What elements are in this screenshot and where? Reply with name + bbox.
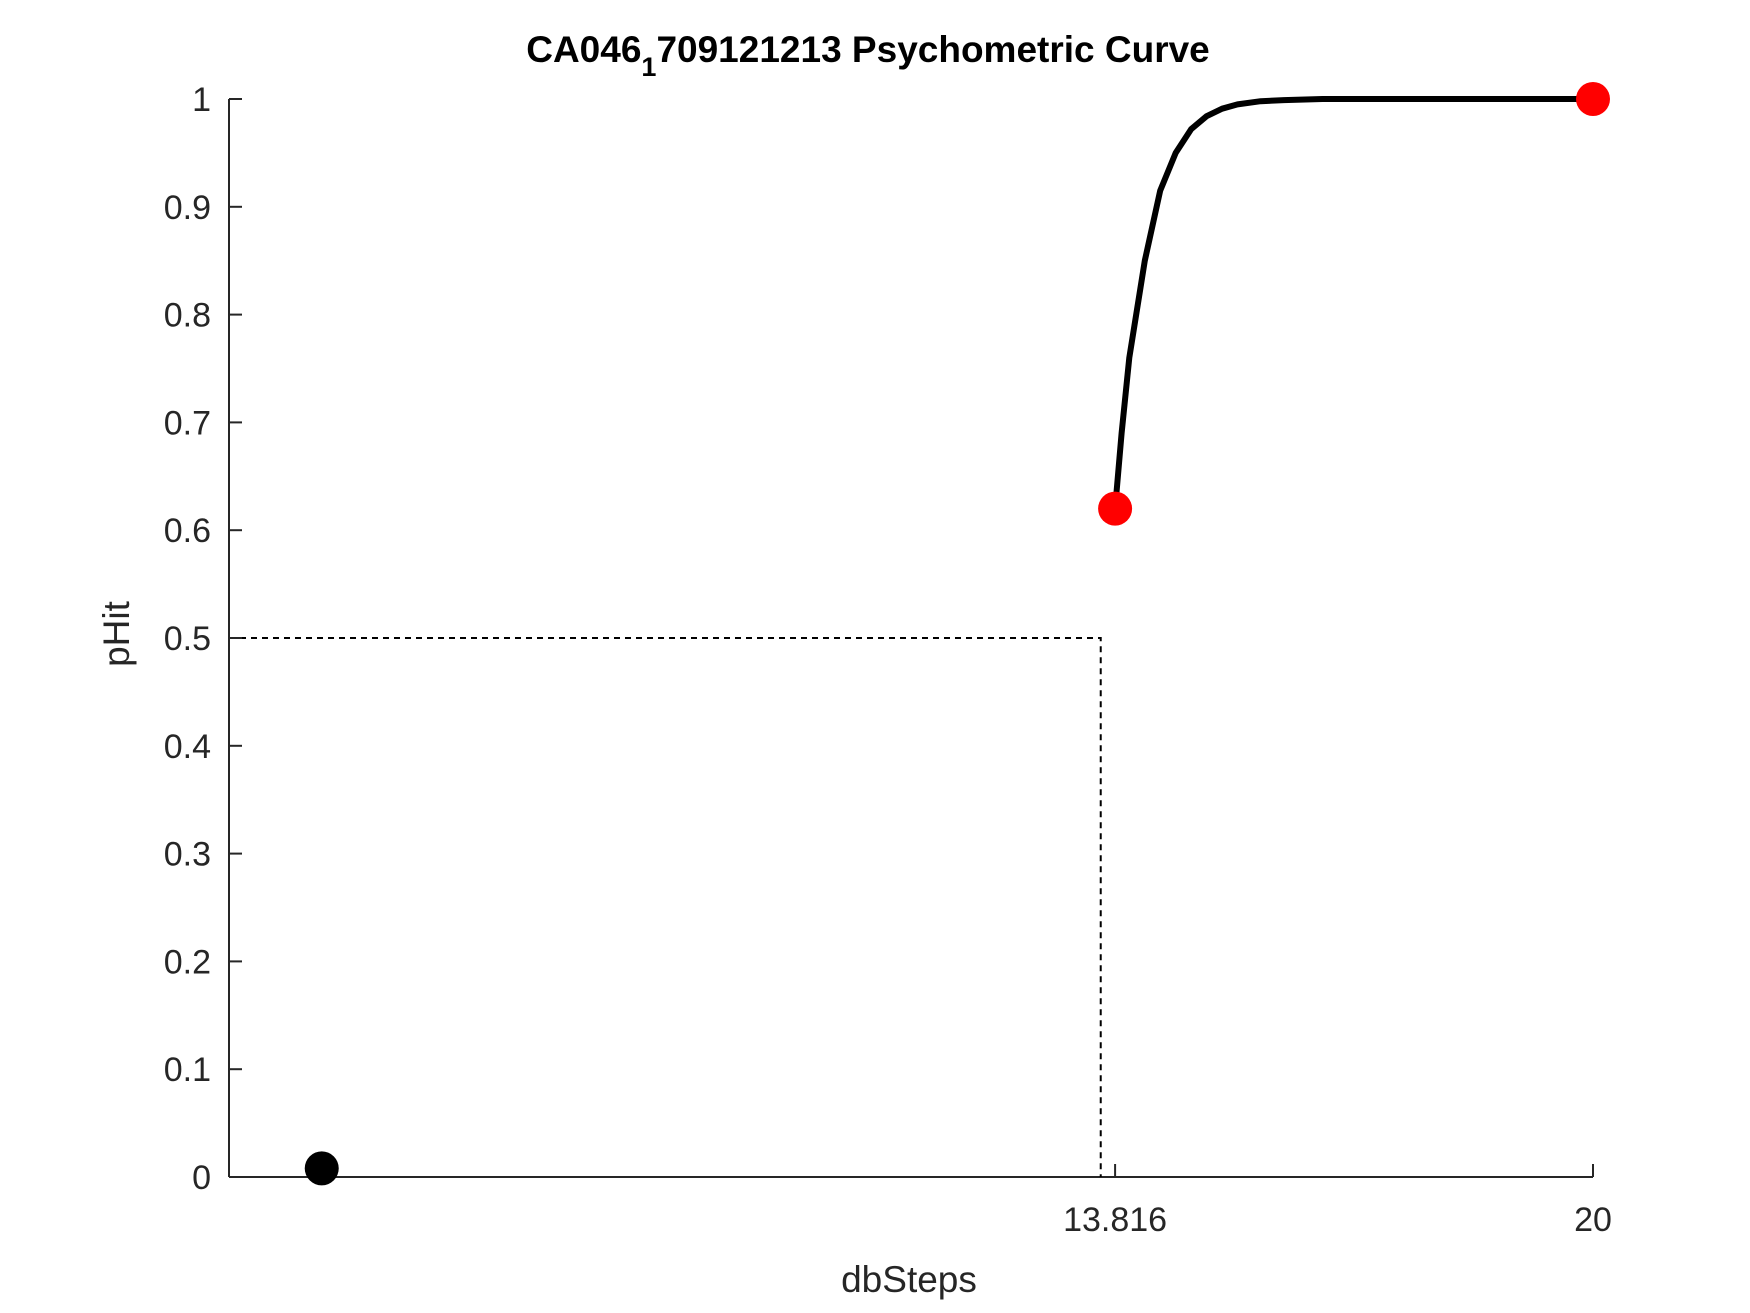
y-tick-label: 0 — [192, 1159, 211, 1197]
data-point — [304, 1151, 339, 1186]
y-tick-label: 0.5 — [164, 620, 211, 658]
y-tick-label: 0.3 — [164, 836, 211, 874]
y-tick-label: 1 — [192, 81, 211, 119]
x-axis-label: dbSteps — [841, 1259, 977, 1300]
y-tick-label: 0.4 — [164, 728, 211, 766]
y-tick-label: 0.2 — [164, 943, 211, 981]
x-tick-label: 13.816 — [1063, 1201, 1167, 1239]
threshold-lines — [229, 637, 1102, 1177]
fit-curve — [1112, 96, 1596, 512]
y-tick-label: 0.8 — [164, 297, 211, 335]
x-tick-label: 20 — [1574, 1201, 1612, 1239]
y-tick-label: 0.9 — [164, 189, 211, 227]
y-tick-label: 0.7 — [164, 404, 211, 442]
y-tick-label: 0.6 — [164, 512, 211, 550]
x-ticks: 13.816 20 — [1063, 1164, 1612, 1239]
chart-title: CA0461709121213 Psychometric Curve — [526, 29, 1210, 82]
data-point — [1098, 491, 1133, 526]
y-axis-label: pHit — [96, 600, 137, 667]
fit-curve-group — [1112, 96, 1596, 512]
y-tick-label: 0.1 — [164, 1051, 211, 1089]
data-points — [304, 82, 1610, 1186]
threshold-line — [229, 637, 1102, 1177]
y-ticks: 0 0.1 0.2 0.3 0.4 0.5 0.6 0.7 0.8 0.9 1 — [164, 81, 242, 1197]
data-point — [1576, 82, 1610, 116]
